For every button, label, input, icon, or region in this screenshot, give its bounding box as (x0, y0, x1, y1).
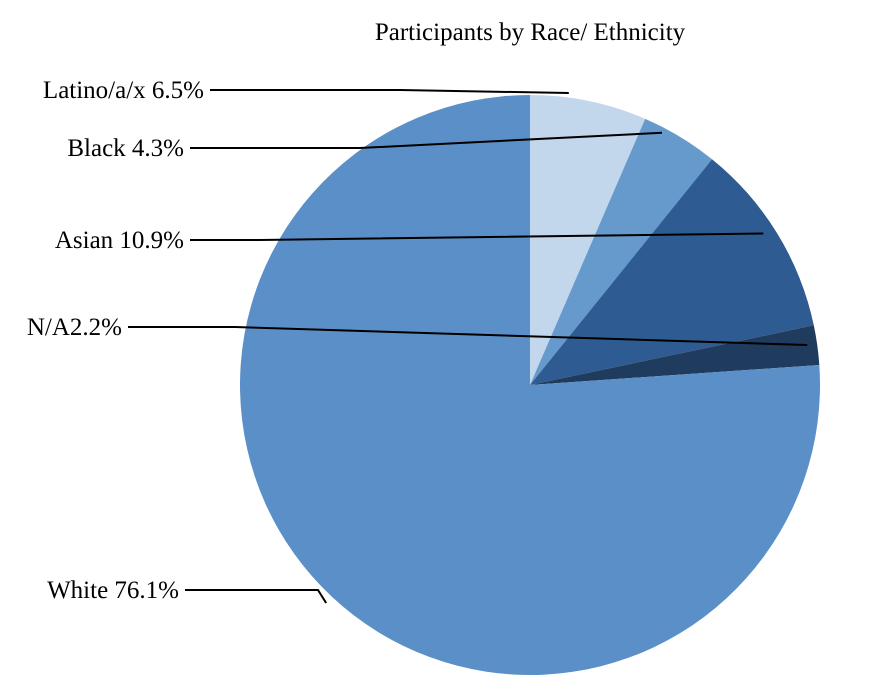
pie-slices (240, 95, 820, 675)
leader-white (185, 590, 326, 603)
label-asian: Asian 10.9% (55, 227, 184, 254)
label-white: White 76.1% (47, 577, 179, 604)
label-latino: Latino/a/x 6.5% (43, 77, 204, 104)
slice-labels: Latino/a/x 6.5% Black 4.3% Asian 10.9% N/A2… (27, 77, 204, 604)
pie-chart: Participants by Race/ Ethnicity Latino/a… (0, 0, 895, 695)
leader-latino (210, 90, 569, 93)
label-black: Black 4.3% (67, 135, 184, 162)
label-na: N/A2.2% (27, 314, 122, 341)
chart-title: Participants by Race/ Ethnicity (375, 19, 686, 46)
